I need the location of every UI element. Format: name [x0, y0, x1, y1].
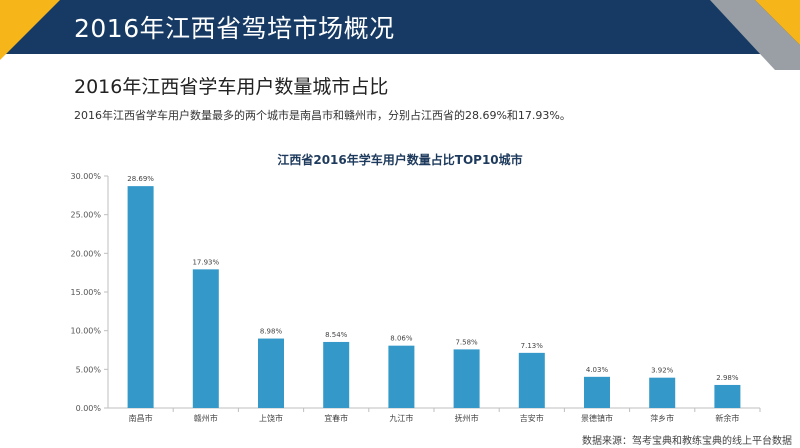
- page-title: 2016年江西省驾培市场概况: [74, 14, 395, 43]
- bar: [584, 376, 610, 408]
- bar: [388, 345, 415, 408]
- section-title: 2016年江西省学车用户数量城市占比: [74, 76, 389, 98]
- summary-text: 2016年江西省学车用户数量最多的两个城市是南昌市和赣州市，分别占江西省的28.…: [74, 109, 571, 122]
- bar: [453, 349, 480, 408]
- data-label: 8.98%: [260, 328, 283, 336]
- x-tick-label: 景德镇市: [581, 413, 613, 423]
- data-label: 4.03%: [586, 366, 609, 374]
- bar: [649, 377, 676, 408]
- bar: [127, 186, 154, 408]
- corner-accent-right: [710, 0, 800, 70]
- data-label: 7.13%: [521, 342, 544, 350]
- data-label: 2.98%: [716, 374, 739, 382]
- x-tick-label: 吉安市: [520, 413, 544, 423]
- bar: [192, 269, 219, 408]
- x-tick-label: 赣州市: [194, 413, 218, 423]
- y-tick-label: 20.00%: [70, 249, 101, 258]
- x-tick-label: 南昌市: [129, 413, 153, 423]
- bar: [323, 341, 350, 408]
- corner-accent-left: [0, 0, 60, 60]
- bar: [258, 338, 284, 408]
- x-tick-label: 萍乡市: [650, 413, 674, 423]
- data-label: 28.69%: [127, 175, 154, 183]
- y-tick-label: 5.00%: [76, 365, 102, 374]
- y-tick-label: 10.00%: [70, 327, 101, 336]
- x-tick-label: 上饶市: [259, 413, 283, 423]
- y-tick-label: 25.00%: [70, 211, 101, 220]
- x-tick-label: 九江市: [389, 413, 413, 423]
- y-tick-label: 0.00%: [76, 404, 102, 413]
- data-label: 8.54%: [325, 331, 348, 339]
- chart-title: 江西省2016年学车用户数量占比TOP10城市: [277, 153, 523, 167]
- data-label: 7.58%: [455, 338, 478, 346]
- x-tick-label: 抚州市: [455, 413, 479, 423]
- y-tick-label: 15.00%: [70, 288, 101, 297]
- data-label: 8.06%: [390, 335, 413, 343]
- bar: [714, 384, 741, 408]
- x-tick-label: 宜春市: [324, 413, 348, 423]
- data-label: 17.93%: [192, 258, 219, 266]
- data-label: 3.92%: [651, 367, 674, 375]
- y-tick-label: 30.00%: [70, 172, 101, 181]
- data-source-note: 数据来源：驾考宝典和教练宝典的线上平台数据: [582, 436, 792, 447]
- x-tick-label: 新余市: [715, 413, 739, 423]
- header-bar: [0, 0, 800, 54]
- bar: [518, 352, 545, 408]
